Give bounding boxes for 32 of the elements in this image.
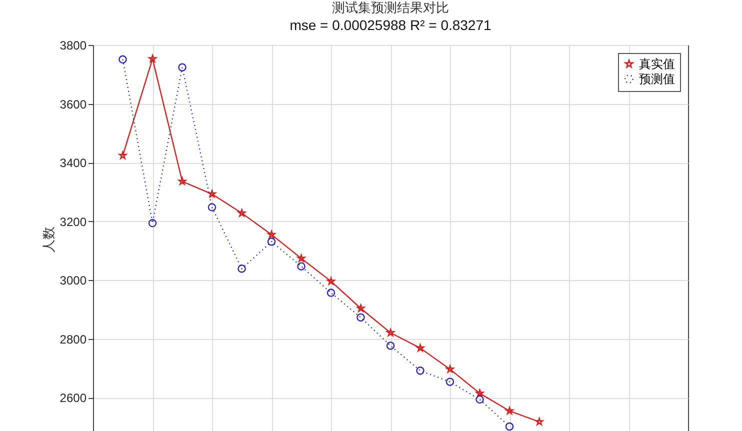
point xyxy=(208,203,216,212)
chart-subtitle: mse = 0.00025988 R² = 0.83271 xyxy=(290,17,492,33)
point xyxy=(238,208,246,217)
point xyxy=(416,366,424,375)
y-tick-label: 3200 xyxy=(60,214,87,229)
point xyxy=(238,264,246,273)
y-tick-label: 3800 xyxy=(60,38,87,52)
point xyxy=(297,254,306,262)
point xyxy=(505,422,514,431)
point xyxy=(267,238,276,246)
y-tick-label: 3600 xyxy=(60,97,87,112)
y-tick-label: 3000 xyxy=(60,274,87,288)
point xyxy=(148,219,157,228)
point xyxy=(118,55,127,64)
point xyxy=(446,378,454,386)
point xyxy=(326,288,336,297)
point xyxy=(178,63,186,72)
point xyxy=(356,304,365,312)
legend-label: 真实值 xyxy=(639,57,675,71)
point xyxy=(356,313,365,322)
y-tick-label: 3400 xyxy=(60,156,87,170)
legend-label: 预测值 xyxy=(639,72,675,86)
y-tick-label: 2800 xyxy=(60,332,87,346)
y-axis-title: 人数 xyxy=(40,226,56,252)
point xyxy=(297,262,306,270)
chart-title: 测试集预测结果对比 xyxy=(332,0,449,15)
point xyxy=(416,344,424,352)
point xyxy=(476,395,484,404)
point xyxy=(178,177,186,185)
point xyxy=(386,342,395,350)
y-tick-label: 2600 xyxy=(60,391,87,406)
point xyxy=(118,151,127,159)
